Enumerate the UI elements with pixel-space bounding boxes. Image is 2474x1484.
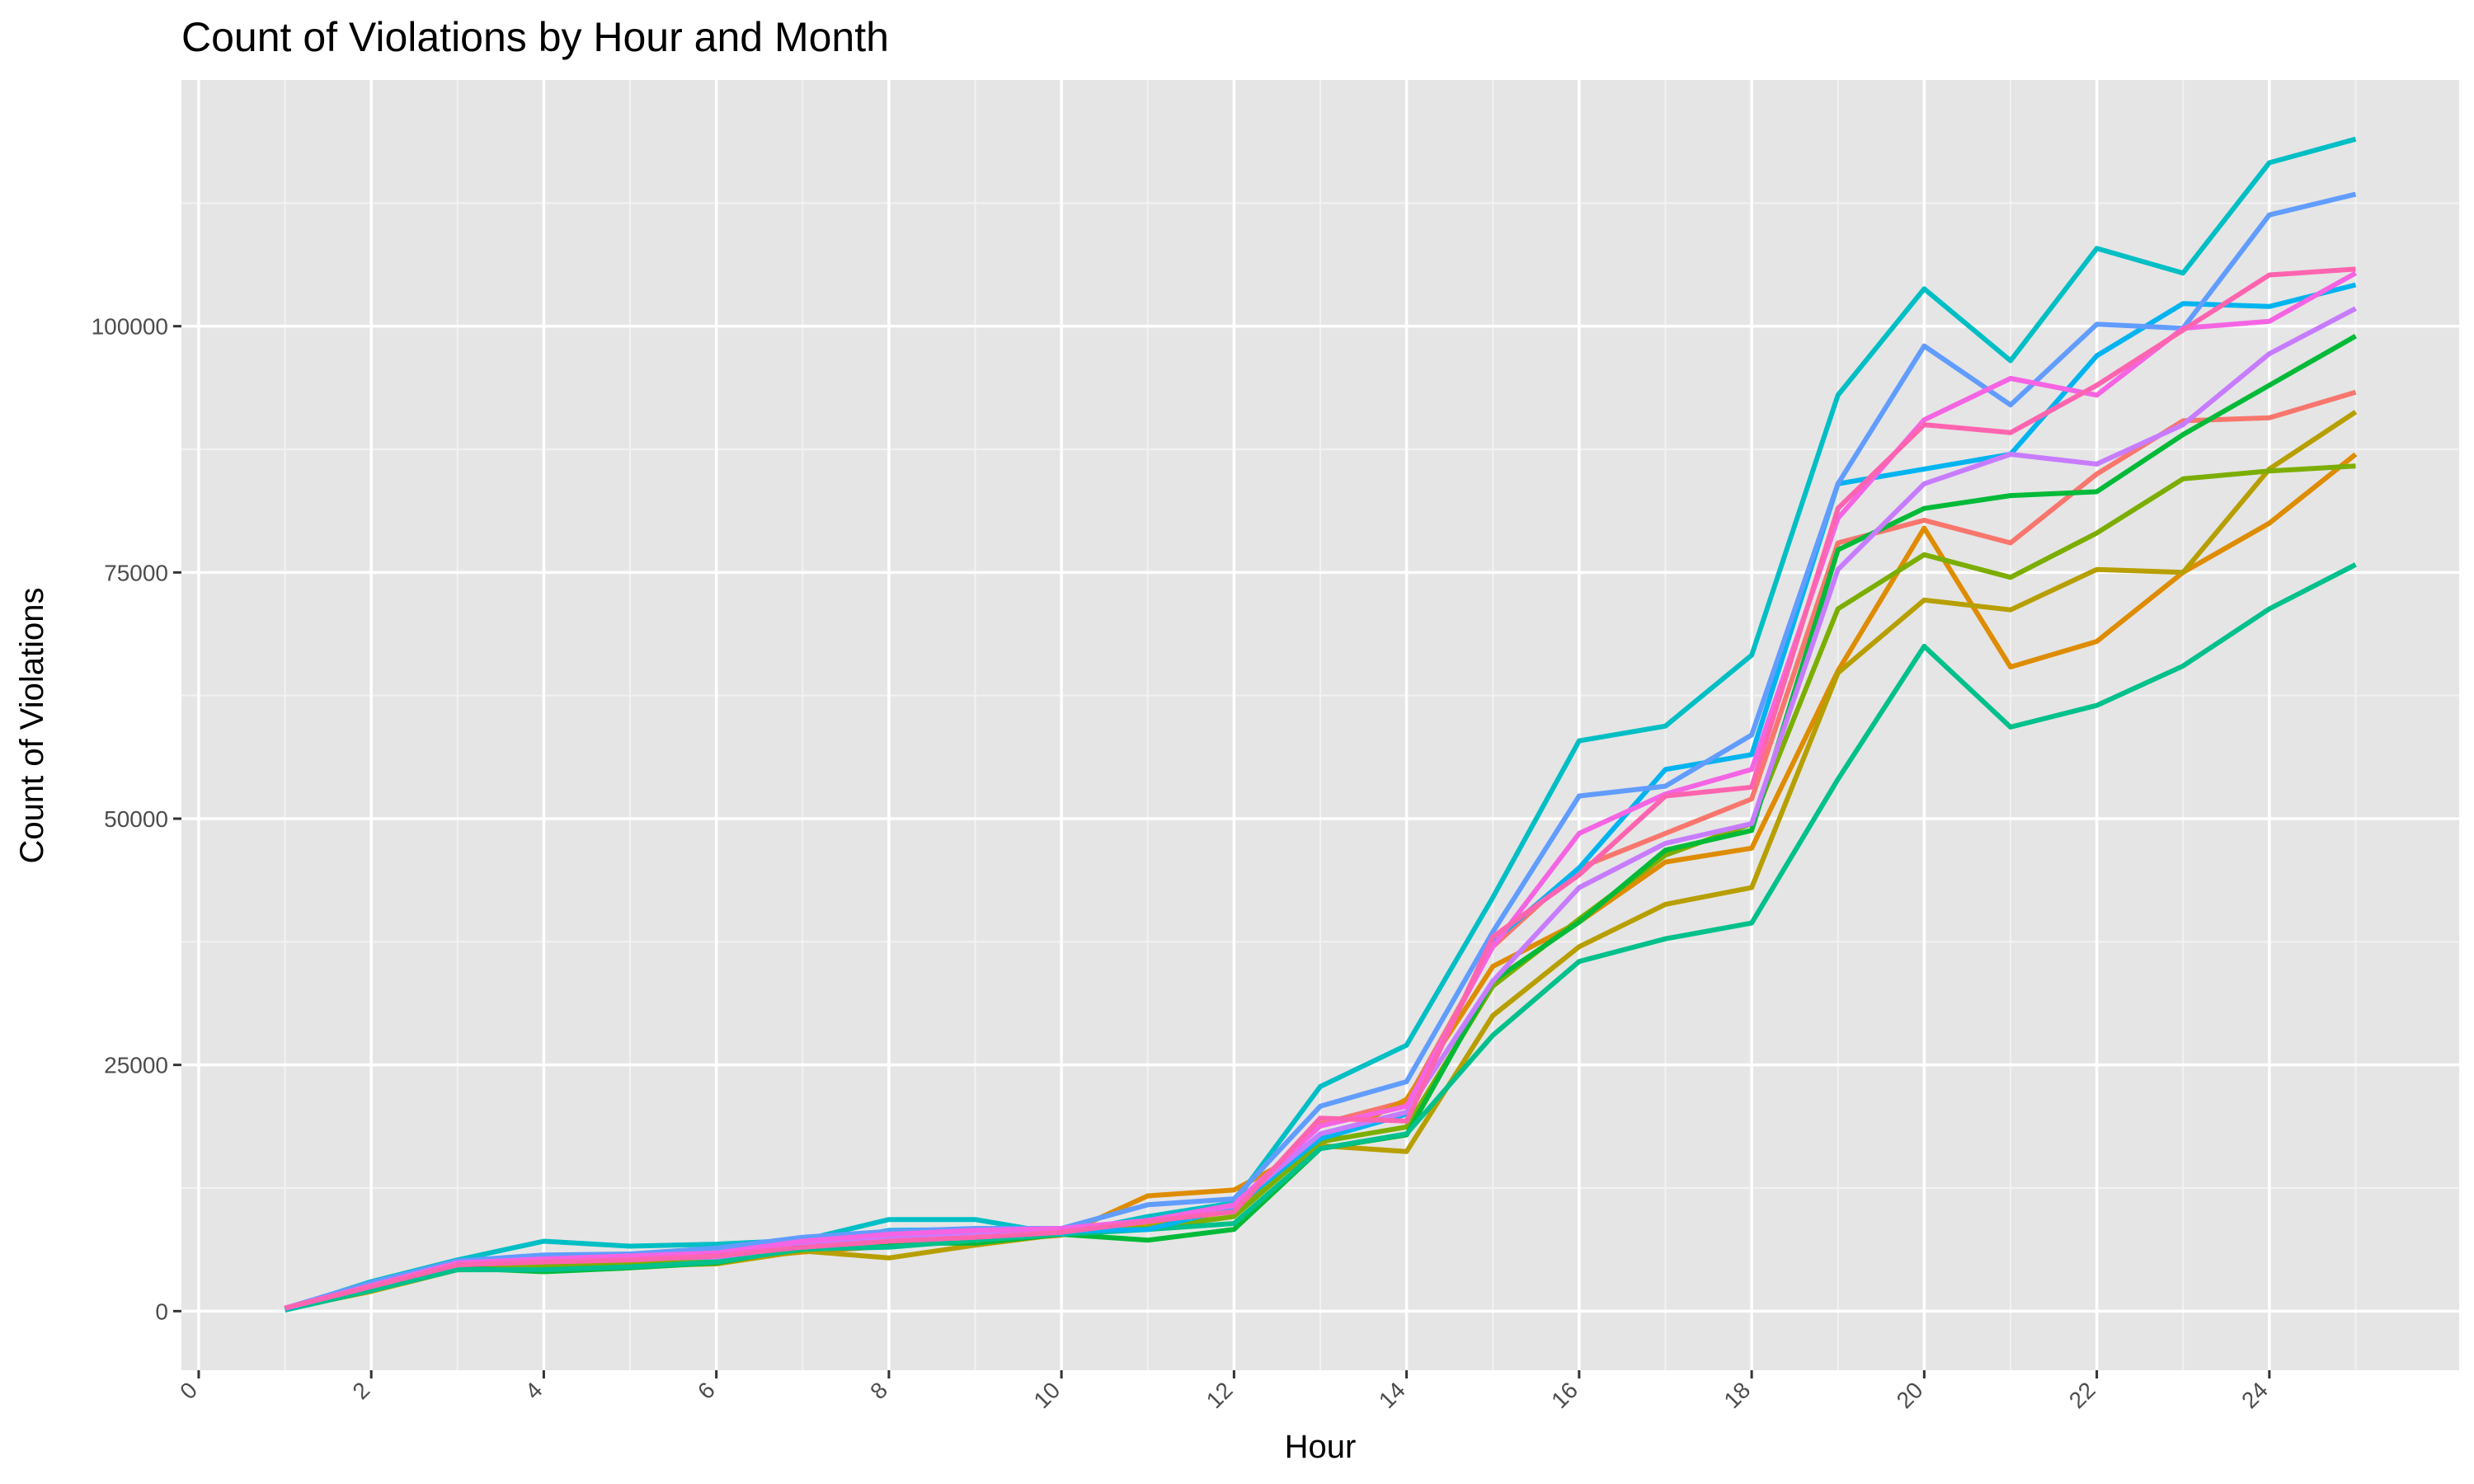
x-tick-label-4: 8 xyxy=(865,1377,892,1404)
x-tick-label-12: 24 xyxy=(2236,1377,2273,1413)
grid-major xyxy=(181,80,2459,1370)
axis-ticks xyxy=(173,325,2271,1378)
x-tick-label-0: 0 xyxy=(175,1377,202,1404)
chart-title: Count of Violations by Hour and Month xyxy=(181,14,889,60)
series-line-5 xyxy=(284,562,2357,1313)
x-tick-label-3: 6 xyxy=(693,1377,720,1404)
x-tick-label-7: 14 xyxy=(1374,1377,1410,1413)
x-tick-label-5: 10 xyxy=(1028,1377,1065,1413)
y-tick-label-4: 100000 xyxy=(92,314,168,340)
x-tick-labels: 0 2 4 6 8 10 12 14 16 18 20 22 24 xyxy=(175,1377,2273,1413)
x-tick-label-9: 18 xyxy=(1719,1377,1755,1413)
y-tick-label-3: 75000 xyxy=(104,560,168,585)
x-tick-label-8: 16 xyxy=(1546,1377,1583,1413)
y-tick-label-1: 25000 xyxy=(104,1053,168,1078)
y-tick-label-0: 0 xyxy=(155,1298,168,1324)
series-line-6 xyxy=(284,136,2357,1312)
x-tick-label-6: 12 xyxy=(1202,1377,1238,1413)
x-tick-label-1: 2 xyxy=(347,1377,374,1404)
x-tick-label-11: 22 xyxy=(2064,1377,2100,1413)
x-tick-label-2: 4 xyxy=(520,1377,548,1404)
y-tick-labels: 0 25000 50000 75000 100000 xyxy=(92,314,168,1325)
y-tick-label-2: 50000 xyxy=(104,806,168,832)
series-line-10 xyxy=(284,270,2357,1311)
x-tick-label-10: 20 xyxy=(1892,1377,1928,1413)
series-line-11 xyxy=(284,266,2356,1311)
x-axis-title: Hour xyxy=(1285,1429,1357,1465)
series-layer xyxy=(284,136,2358,1313)
y-axis-title: Count of Violations xyxy=(14,587,50,863)
